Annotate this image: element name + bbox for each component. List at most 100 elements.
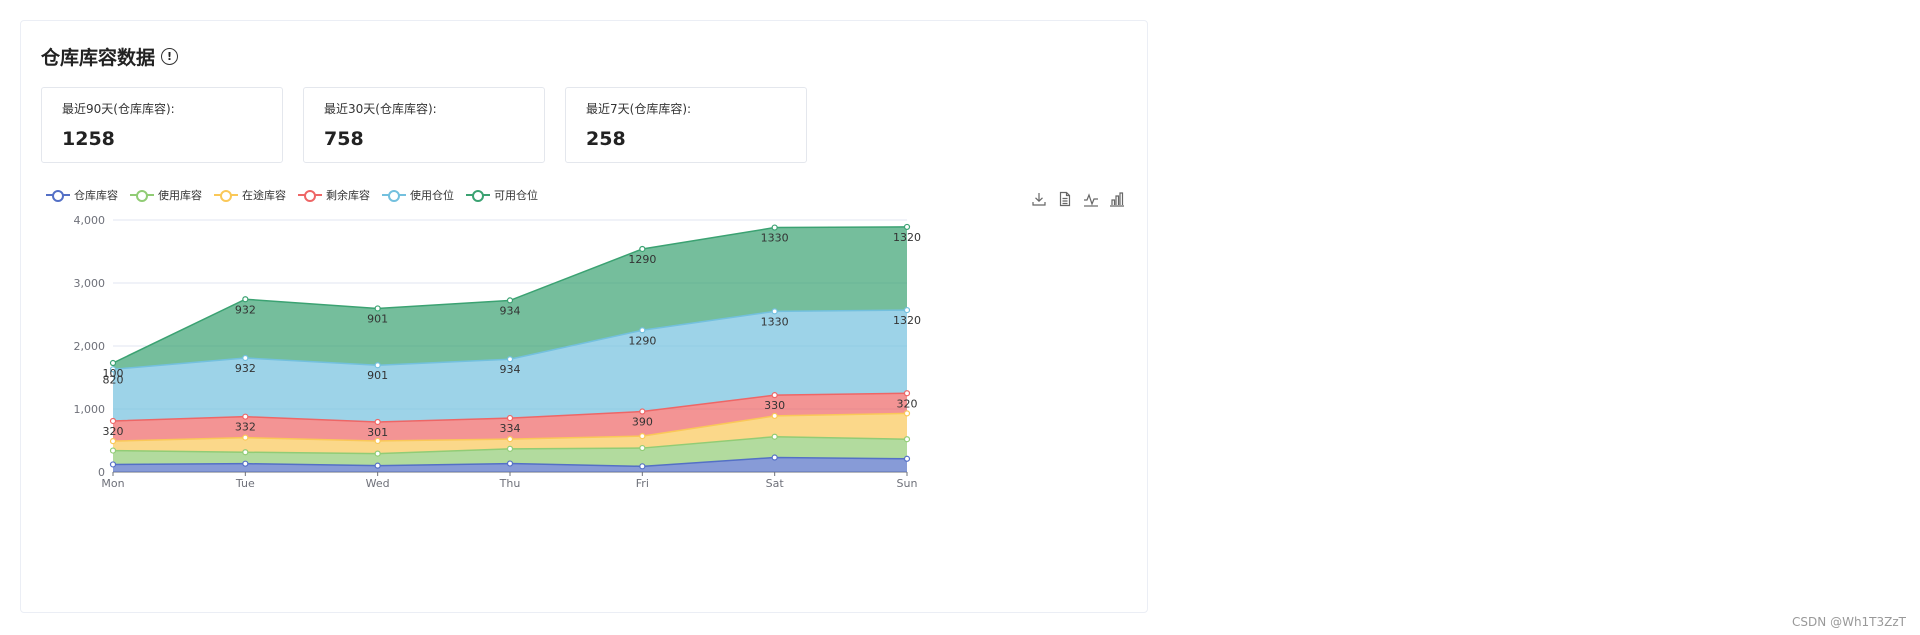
data-point bbox=[639, 327, 646, 334]
line-chart-icon[interactable] bbox=[1083, 191, 1099, 207]
legend-label: 使用仓位 bbox=[410, 189, 454, 202]
legend-label: 剩余库容 bbox=[326, 189, 370, 202]
data-point bbox=[506, 414, 514, 422]
x-tick-label: Sun bbox=[897, 477, 918, 490]
warehouse-capacity-card: 仓库库容数据 ! 最近90天(仓库库容): 1258 最近30天(仓库库容): … bbox=[20, 20, 1148, 613]
data-point bbox=[374, 437, 381, 445]
area-series-5 bbox=[113, 310, 907, 422]
data-label: 934 bbox=[500, 304, 521, 317]
data-label: 1290 bbox=[628, 253, 656, 266]
data-point bbox=[242, 460, 249, 467]
data-point bbox=[903, 436, 911, 443]
data-point bbox=[903, 410, 911, 417]
data-point bbox=[639, 245, 646, 253]
data-point bbox=[506, 297, 514, 304]
data-point bbox=[109, 438, 117, 445]
stat-card-90-days: 最近90天(仓库库容): 1258 bbox=[41, 87, 283, 163]
info-circle-icon[interactable]: ! bbox=[161, 48, 179, 65]
data-point bbox=[242, 449, 249, 456]
data-point bbox=[639, 444, 646, 452]
card-title-text: 仓库库容数据 bbox=[41, 47, 156, 69]
legend-marker-icon bbox=[466, 189, 490, 202]
data-label: 390 bbox=[632, 416, 653, 429]
data-label: 1290 bbox=[628, 334, 656, 347]
stat-label: 最近7天(仓库库容): bbox=[586, 102, 692, 116]
bar-chart-icon[interactable] bbox=[1109, 191, 1125, 207]
legend-label: 可用仓位 bbox=[494, 189, 538, 202]
data-view-icon[interactable] bbox=[1057, 191, 1073, 207]
data-point bbox=[639, 408, 646, 415]
legend-marker-icon bbox=[382, 189, 406, 202]
data-point bbox=[771, 433, 778, 440]
y-tick-label: 0 bbox=[98, 466, 105, 479]
data-point bbox=[109, 461, 117, 468]
data-label: 100 bbox=[103, 367, 124, 380]
data-label: 1320 bbox=[893, 314, 921, 327]
legend-label: 仓库库容 bbox=[74, 189, 118, 202]
legend-item[interactable]: 仓库库容 bbox=[46, 187, 118, 203]
data-point bbox=[771, 224, 778, 231]
data-label: 1320 bbox=[893, 231, 921, 244]
x-tick-label: Thu bbox=[499, 477, 521, 490]
stat-label: 最近30天(仓库库容): bbox=[324, 102, 437, 116]
data-point bbox=[771, 412, 778, 420]
legend-label: 在途库容 bbox=[242, 189, 286, 202]
data-point bbox=[374, 418, 381, 426]
data-label: 932 bbox=[235, 362, 256, 375]
y-tick-label: 4,000 bbox=[74, 214, 106, 227]
stat-value: 758 bbox=[324, 128, 364, 150]
x-tick-label: Tue bbox=[235, 477, 255, 490]
data-point bbox=[903, 390, 911, 397]
data-point bbox=[109, 366, 117, 373]
legend-item[interactable]: 在途库容 bbox=[214, 187, 286, 203]
data-point bbox=[109, 417, 117, 425]
legend-marker-icon bbox=[298, 189, 322, 202]
data-point bbox=[374, 362, 381, 369]
area-series-3 bbox=[113, 413, 907, 454]
data-point bbox=[242, 296, 249, 303]
card-title: 仓库库容数据 ! bbox=[41, 43, 179, 70]
data-point bbox=[374, 462, 381, 469]
data-point bbox=[109, 359, 117, 367]
data-point bbox=[639, 463, 646, 470]
data-point bbox=[771, 392, 778, 399]
legend-item[interactable]: 剩余库容 bbox=[298, 187, 370, 203]
legend-item[interactable]: 使用库容 bbox=[130, 187, 202, 203]
data-label: 334 bbox=[500, 422, 521, 435]
data-point bbox=[506, 445, 514, 452]
stacked-area-chart: 0 1,000 2,000 3,000 4,000 Mon Tue Wed Thu Fri Sat S… bbox=[74, 214, 922, 490]
stat-card-7-days: 最近7天(仓库库容): 258 bbox=[565, 87, 807, 163]
y-tick-label: 1,000 bbox=[74, 403, 106, 416]
data-point bbox=[771, 454, 778, 461]
data-point bbox=[109, 447, 117, 454]
y-tick-label: 3,000 bbox=[74, 277, 106, 290]
x-tick-label: Sat bbox=[766, 477, 785, 490]
stat-value: 258 bbox=[586, 128, 626, 150]
legend-marker-icon bbox=[46, 189, 70, 202]
download-icon[interactable] bbox=[1031, 191, 1047, 207]
legend-label: 使用库容 bbox=[158, 189, 202, 202]
data-point bbox=[374, 450, 381, 457]
legend-marker-icon bbox=[130, 189, 154, 202]
data-point bbox=[771, 308, 778, 315]
area-series-6 bbox=[113, 226, 907, 370]
data-label: 934 bbox=[500, 363, 521, 376]
legend-marker-icon bbox=[214, 189, 238, 202]
y-tick-label: 2,000 bbox=[74, 340, 106, 353]
data-point bbox=[242, 413, 249, 420]
chart-toolbox bbox=[1031, 191, 1125, 207]
data-point bbox=[374, 305, 381, 312]
legend-item[interactable]: 使用仓位 bbox=[382, 187, 454, 203]
legend-item[interactable]: 可用仓位 bbox=[466, 187, 538, 203]
data-point bbox=[506, 436, 514, 443]
data-label: 301 bbox=[367, 426, 388, 439]
stat-card-30-days: 最近30天(仓库库容): 758 bbox=[303, 87, 545, 163]
data-label: 901 bbox=[367, 369, 388, 382]
data-point bbox=[903, 223, 911, 231]
stat-label: 最近90天(仓库库容): bbox=[62, 102, 175, 116]
data-label: 932 bbox=[235, 303, 256, 316]
data-label: 330 bbox=[764, 399, 785, 412]
x-tick-label: Fri bbox=[636, 477, 649, 490]
data-label: 320 bbox=[897, 397, 918, 410]
data-point bbox=[242, 434, 249, 441]
